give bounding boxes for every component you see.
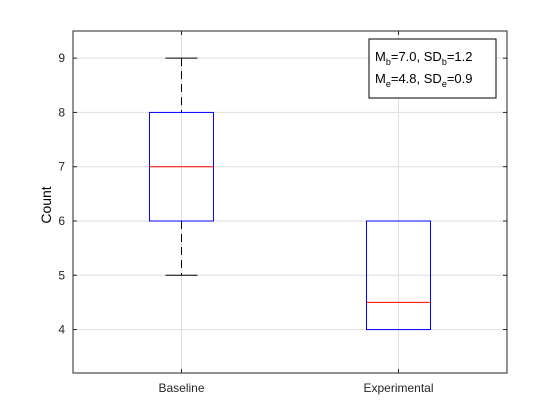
- y-ticks: 4 5 6 7 8 9: [58, 51, 507, 337]
- axes-frame: [72, 30, 508, 374]
- mean-symbol: M: [375, 71, 386, 86]
- box-experimental: [366, 220, 431, 331]
- y-tick-label: 4: [58, 323, 65, 337]
- annotation-box: [368, 38, 497, 99]
- mean-value: =7.0,: [391, 49, 424, 64]
- mean-subscript: e: [386, 79, 391, 89]
- sd-subscript: e: [442, 79, 447, 89]
- y-tick-label: 5: [58, 268, 65, 282]
- annotation-line-1: Mb=7.0, SDb=1.2: [375, 49, 473, 67]
- boxes: [149, 57, 431, 331]
- x-ticks: Baseline Experimental: [158, 31, 434, 395]
- y-axis-label: Count: [38, 186, 54, 223]
- sd-symbol: SD: [424, 49, 442, 64]
- y-tick-label: 6: [58, 214, 65, 228]
- stats-annotation: Mb=7.0, SDb=1.2 Me=4.8, SDe=0.9: [368, 38, 497, 99]
- sd-value: =0.9: [447, 71, 473, 86]
- sd-symbol: SD: [424, 71, 442, 86]
- x-tick-label: Experimental: [363, 381, 433, 395]
- y-tick-label: 9: [58, 51, 65, 65]
- y-tick-label: 7: [58, 160, 65, 174]
- mean-subscript: b: [386, 57, 391, 67]
- mean-symbol: M: [375, 49, 386, 64]
- mean-value: =4.8,: [391, 71, 424, 86]
- sd-subscript: b: [442, 57, 447, 67]
- annotation-line-2: Me=4.8, SDe=0.9: [375, 71, 473, 89]
- y-tick-label: 8: [58, 105, 65, 119]
- sd-value: =1.2: [447, 49, 473, 64]
- x-tick-label: Baseline: [158, 381, 204, 395]
